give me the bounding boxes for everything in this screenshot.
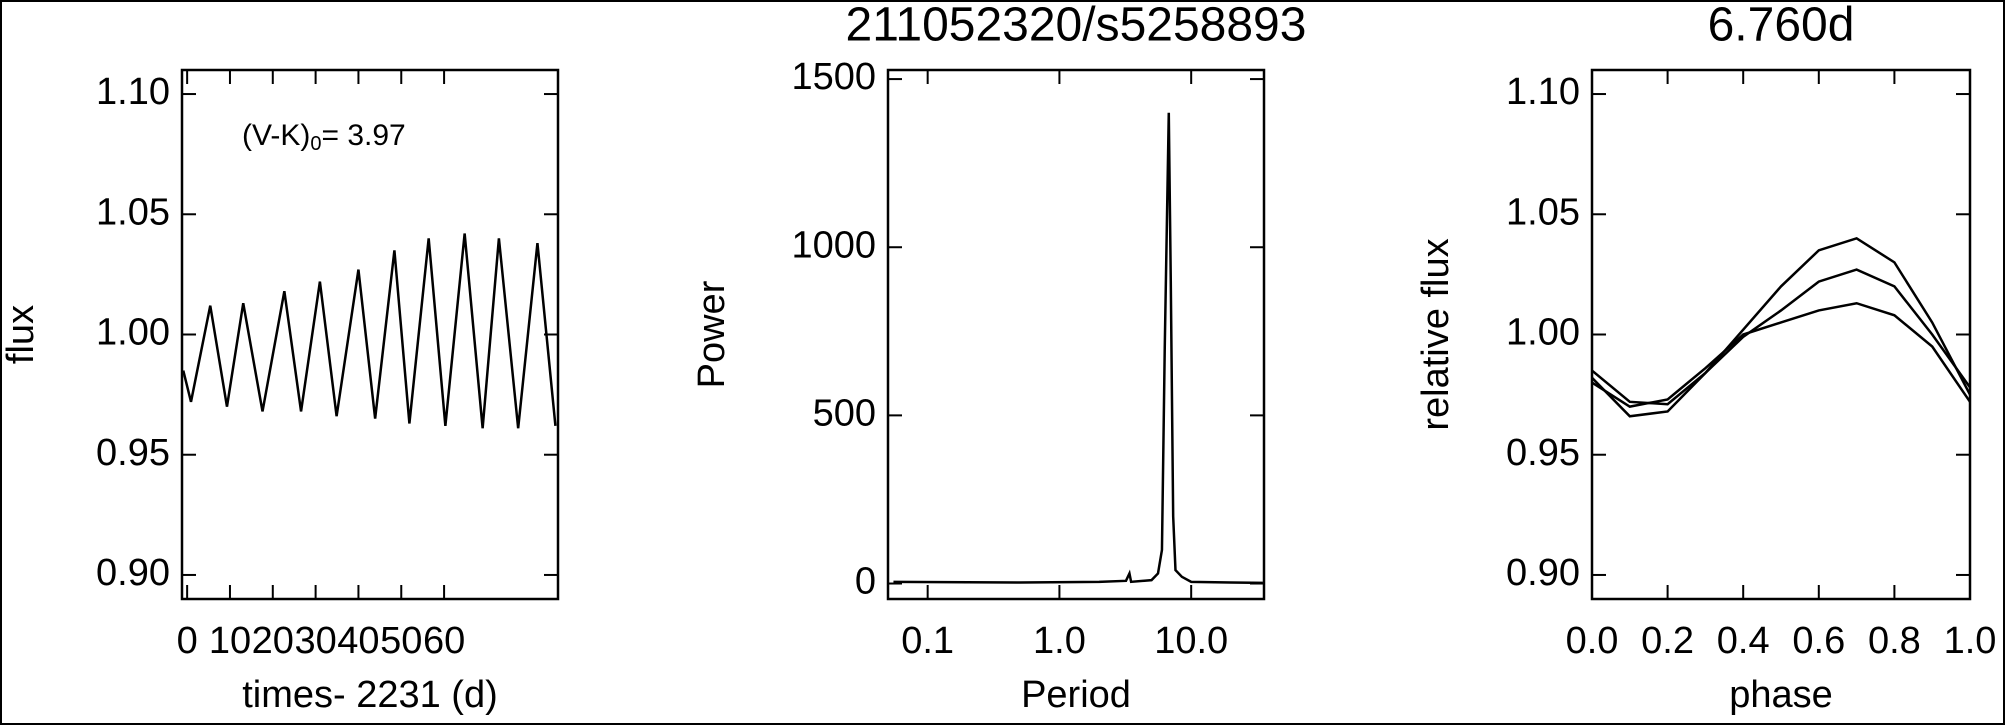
chart-title: 211052320/s5258893	[846, 0, 1307, 52]
x-tick-label: 20	[252, 620, 294, 662]
y-tick-label: 1.05	[1506, 191, 1580, 233]
data-line	[1591, 236, 1972, 418]
x-tick-label: 0.4	[1717, 620, 1770, 662]
x-axis-title: phase	[1729, 674, 1833, 716]
chart-title: 6.760d	[1708, 0, 1855, 52]
data-line	[893, 112, 1263, 585]
data-line	[1591, 301, 1972, 408]
x-axis-title: Period	[1021, 674, 1131, 716]
y-tick-label: 1.00	[96, 312, 170, 354]
annotation: (V-K)0= 3.97	[242, 119, 406, 155]
y-tick-label: 0	[855, 561, 876, 603]
y-axis-title: Power	[691, 280, 733, 388]
x-tick-label: 0.6	[1792, 620, 1845, 662]
x-tick-label: 1.0	[1033, 620, 1086, 662]
x-tick-label: 0.8	[1868, 620, 1921, 662]
data-line	[182, 233, 557, 429]
x-tick-label: 1.0	[1944, 620, 1997, 662]
y-tick-label: 1.10	[1506, 71, 1580, 113]
y-axis-title: relative flux	[1415, 238, 1457, 430]
x-tick-label: 50	[380, 620, 422, 662]
x-tick-label: 0.1	[901, 620, 954, 662]
y-tick-label: 0.90	[1506, 552, 1580, 594]
y-tick-label: 1000	[791, 224, 876, 266]
annotation-part: = 3.97	[321, 119, 405, 152]
y-axis-title: flux	[0, 305, 42, 364]
x-axis-title: times- 2231 (d)	[242, 674, 498, 716]
annotation-part: 0	[310, 133, 321, 155]
x-tick-label: 0.0	[1566, 620, 1619, 662]
x-tick-label: 60	[423, 620, 465, 662]
y-tick-label: 1.00	[1506, 312, 1580, 354]
y-tick-label: 0.95	[96, 432, 170, 474]
plot-frame	[886, 68, 1266, 601]
y-tick-label: 0.95	[1506, 432, 1580, 474]
y-tick-label: 1.05	[96, 191, 170, 233]
y-tick-label: 1.10	[96, 71, 170, 113]
x-tick-label: 40	[337, 620, 379, 662]
y-tick-label: 1500	[791, 56, 876, 98]
y-tick-label: 500	[813, 392, 876, 434]
x-tick-label: 0.2	[1641, 620, 1694, 662]
x-tick-label: 0	[177, 620, 198, 662]
x-tick-label: 10	[209, 620, 251, 662]
x-tick-label: 30	[294, 620, 336, 662]
data-line	[1591, 268, 1972, 406]
x-tick-label: 10.0	[1154, 620, 1228, 662]
annotation-part: (V-K)	[242, 119, 310, 152]
y-tick-label: 0.90	[96, 552, 170, 594]
